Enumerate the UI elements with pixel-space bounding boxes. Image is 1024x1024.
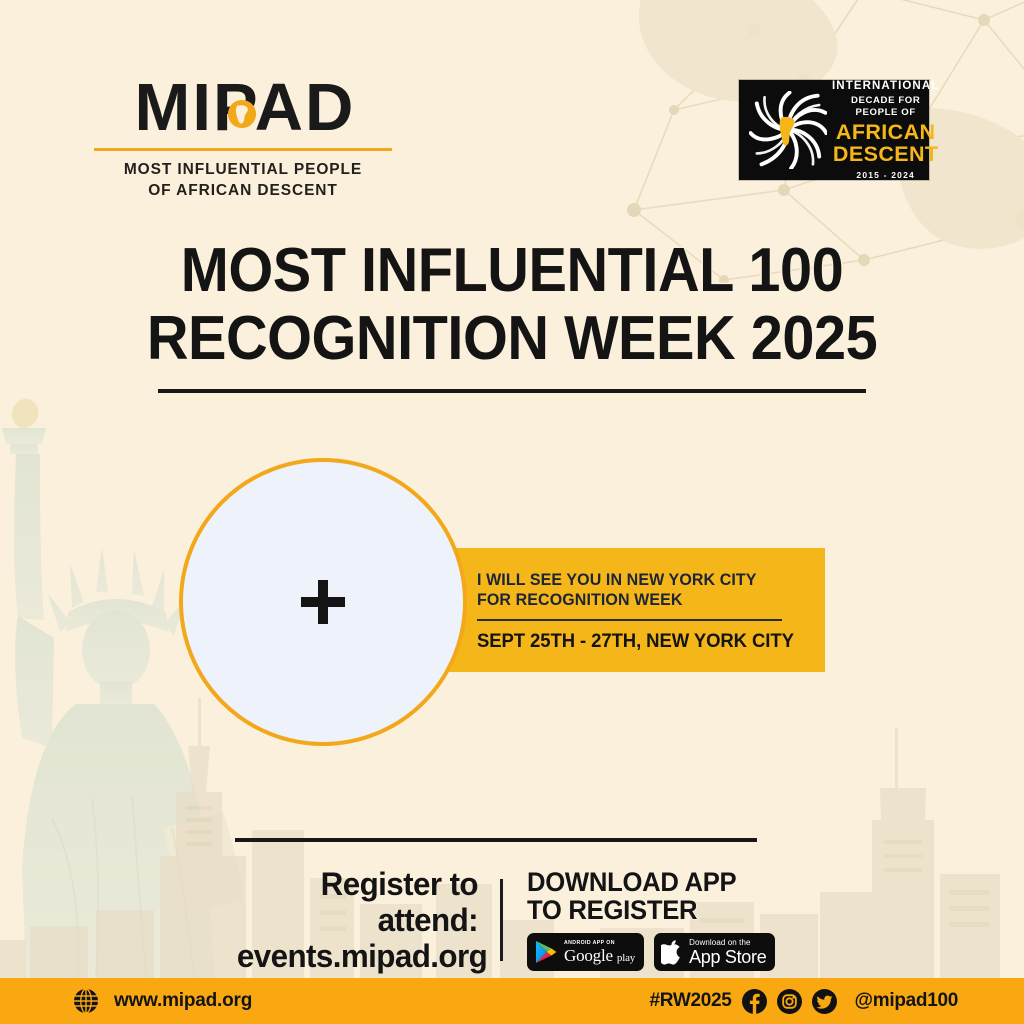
google-play-icon	[536, 941, 557, 964]
badge-line-descent: DESCENT	[832, 142, 939, 167]
register-section-divider	[235, 838, 757, 842]
africa-spiral-icon	[749, 91, 827, 169]
footer-bar: www.mipad.org #RW2025 @mipad100	[0, 978, 1024, 1024]
speaker-message-line-1: I WILL SEE YOU IN NEW YORK CITY	[477, 571, 757, 589]
download-app-line-2: TO REGISTER	[527, 894, 698, 925]
badge-line-international: INTERNATIONAL	[832, 80, 940, 93]
app-store-text: Download on the App Store	[689, 937, 767, 967]
plus-icon[interactable]	[295, 574, 351, 630]
speaker-divider	[477, 619, 782, 622]
speaker-message-banner: I WILL SEE YOU IN NEW YORK CITY FOR RECO…	[447, 548, 825, 672]
facebook-icon[interactable]	[741, 988, 767, 1014]
app-store-badge[interactable]: Download on the App Store	[654, 933, 776, 972]
google-play-eyebrow: ANDROID APP ON	[564, 939, 615, 946]
app-store-eyebrow: Download on the	[689, 937, 751, 947]
footer-hashtag: #RW2025	[649, 990, 732, 1011]
badge-line-african: AFRICAN	[835, 120, 936, 145]
download-app-block: DOWNLOAD APP TO REGISTER	[503, 867, 776, 972]
register-section: Register to attend: events.mipad.org DOW…	[232, 866, 792, 974]
logo-tagline-line1: MOST INFLUENTIAL PEOPLE	[123, 161, 363, 178]
headline-line-1: MOST INFLUENTIAL 100	[180, 236, 844, 305]
badge-years: 2015 - 2024	[856, 169, 915, 180]
africa-globe-icon	[227, 99, 257, 129]
download-app-line-1: DOWNLOAD APP	[527, 867, 737, 898]
google-play-word: play	[616, 951, 636, 964]
footer-social-handle[interactable]: @mipad100	[854, 990, 959, 1011]
register-attend-block: Register to attend: events.mipad.org	[232, 866, 500, 974]
logo-divider	[94, 148, 392, 151]
international-decade-badge: INTERNATIONAL DECADE FOR PEOPLE OF AFRIC…	[739, 80, 938, 180]
twitter-icon[interactable]	[811, 988, 837, 1014]
event-date-location: SEPT 25TH - 27TH, NEW YORK CITY	[477, 630, 794, 653]
instagram-icon[interactable]	[776, 988, 802, 1014]
footer-website-url[interactable]: www.mipad.org	[114, 990, 253, 1011]
page-title: MOST INFLUENTIAL 100 RECOGNITION WEEK 20…	[0, 240, 1024, 393]
google-play-text: ANDROID APP ON Google play	[564, 939, 636, 965]
speaker-photo-placeholder[interactable]	[179, 458, 467, 746]
google-play-brand: Google play	[564, 945, 636, 965]
decade-badge-text: INTERNATIONAL DECADE FOR PEOPLE OF AFRIC…	[827, 80, 939, 179]
footer-social-group: #RW2025 @mipad100	[649, 988, 959, 1014]
footer-website-group[interactable]: www.mipad.org	[73, 988, 252, 1014]
globe-icon	[74, 988, 98, 1014]
apple-logo-icon	[661, 940, 681, 965]
badge-line-decade: DECADE FOR PEOPLE OF	[850, 95, 921, 119]
mipad-logo: MIPAD MOST INFLUENTIAL PEOPLE OF AFRICAN…	[88, 74, 398, 202]
logo-tagline-line2: OF AFRICAN DESCENT	[148, 181, 338, 199]
register-attend-line-1: Register to attend:	[320, 866, 479, 939]
store-badges: ANDROID APP ON Google play Download on t…	[527, 933, 776, 972]
app-store-brand: App Store	[689, 946, 767, 967]
headline-divider	[158, 389, 866, 393]
headline-line-2: RECOGNITION WEEK 2025	[146, 304, 878, 373]
google-play-badge[interactable]: ANDROID APP ON Google play	[527, 933, 645, 972]
register-events-url[interactable]: events.mipad.org	[236, 938, 488, 975]
speaker-message-line-2: FOR RECOGNITION WEEK	[477, 591, 683, 610]
register-vertical-divider	[500, 879, 503, 962]
